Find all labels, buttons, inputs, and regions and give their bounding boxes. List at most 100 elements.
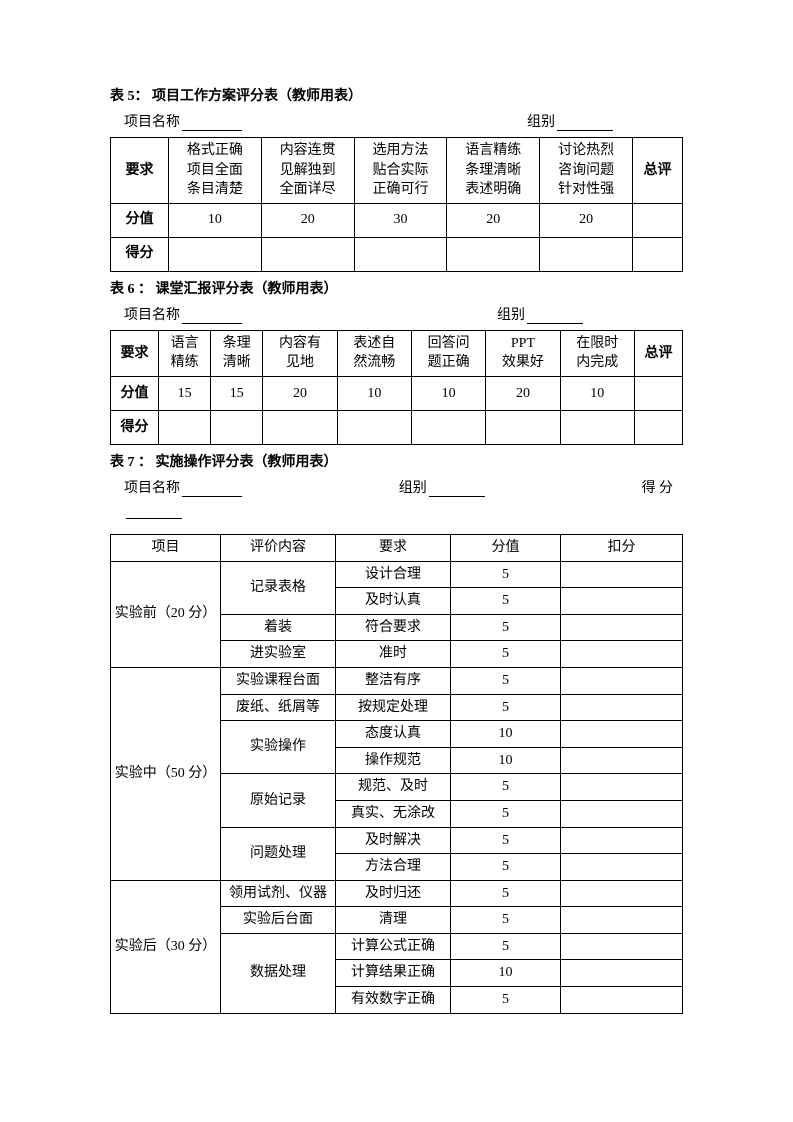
t7-val: 10 [451, 747, 561, 774]
t5-group-blank [557, 115, 613, 131]
t7-project-label: 项目名称 [124, 477, 180, 497]
t7-val: 5 [451, 933, 561, 960]
t7-val: 5 [451, 907, 561, 934]
t7-score-end-label: 得 分 [642, 477, 674, 497]
t6-s4: 10 [411, 376, 485, 410]
t5-score2: 30 [354, 203, 447, 237]
t7-deduct [561, 588, 683, 615]
t7-val: 5 [451, 880, 561, 907]
t5-col4: 讨论热烈咨询问题针对性强 [540, 138, 633, 204]
t7-req: 计算结果正确 [336, 960, 451, 987]
t7-deduct [561, 960, 683, 987]
t5-got4 [540, 237, 633, 271]
t6-s3: 10 [337, 376, 411, 410]
t6-col1: 条理清晰 [211, 330, 263, 376]
t6-req-header: 要求 [111, 330, 159, 376]
t7-val: 5 [451, 827, 561, 854]
t7-req: 规范、及时 [336, 774, 451, 801]
t7-deduct [561, 747, 683, 774]
t7-group-blank [429, 481, 485, 497]
t7-deduct [561, 907, 683, 934]
t6-col5: PPT效果好 [486, 330, 560, 376]
t7-req: 方法合理 [336, 854, 451, 881]
t7-deduct [561, 614, 683, 641]
t6-group-label: 组别 [497, 304, 525, 324]
t5-group-label: 组别 [527, 111, 555, 131]
t7-req: 整洁有序 [336, 667, 451, 694]
t7-req: 及时归还 [336, 880, 451, 907]
t7-val: 5 [451, 667, 561, 694]
t7-item-2-1: 实验后台面 [221, 907, 336, 934]
t6-project-blank [182, 308, 242, 324]
t6-s1: 15 [211, 376, 263, 410]
t7-req: 清理 [336, 907, 451, 934]
t7-req: 计算公式正确 [336, 933, 451, 960]
t5-got3 [447, 237, 540, 271]
t7-section-2: 实验后（30 分） [111, 880, 221, 1013]
t7-project-blank [182, 481, 242, 497]
t7-section-0: 实验前（20 分） [111, 561, 221, 667]
table7: 项目评价内容要求分值扣分实验前（20 分）记录表格设计合理5及时认真5着装符合要… [110, 534, 683, 1014]
t7-deduct [561, 854, 683, 881]
t5-score1: 20 [261, 203, 354, 237]
t5-got2 [354, 237, 447, 271]
t7-req: 及时认真 [336, 588, 451, 615]
t6-project-label: 项目名称 [124, 304, 180, 324]
t7-header-4: 扣分 [561, 534, 683, 561]
t6-total-header: 总评 [635, 330, 683, 376]
table6-title: 表 6 ： 课堂汇报评分表（教师用表） [110, 278, 683, 298]
t7-val: 5 [451, 774, 561, 801]
t7-req: 操作规范 [336, 747, 451, 774]
t6-col2: 内容有见地 [263, 330, 337, 376]
t6-col3: 表述自然流畅 [337, 330, 411, 376]
table5-title: 表 5： 项目工作方案评分表（教师用表） [110, 85, 683, 105]
t7-item-1-4: 问题处理 [221, 827, 336, 880]
t7-req: 按规定处理 [336, 694, 451, 721]
t7-req: 真实、无涂改 [336, 800, 451, 827]
table5-form-line: 项目名称 组别 [110, 111, 683, 131]
t7-header-3: 分值 [451, 534, 561, 561]
t7-item-1-0: 实验课程台面 [221, 667, 336, 694]
t5-score4: 20 [540, 203, 633, 237]
t7-deduct [561, 880, 683, 907]
t6-s6: 10 [560, 376, 634, 410]
table5: 要求 格式正确项目全面条目清楚 内容连贯见解独到全面详尽 选用方法贴合实际正确可… [110, 137, 683, 272]
t7-val: 5 [451, 561, 561, 588]
t5-project-blank [182, 115, 242, 131]
t7-val: 5 [451, 987, 561, 1014]
t6-total-cell [635, 376, 683, 410]
t7-section-1: 实验中（50 分） [111, 667, 221, 880]
t7-val: 10 [451, 960, 561, 987]
t7-deduct [561, 721, 683, 748]
table7-form-line: 项目名称 组别 得 分 [110, 477, 683, 497]
t5-score-label: 分值 [111, 203, 169, 237]
t5-project-label: 项目名称 [124, 111, 180, 131]
t5-col0: 格式正确项目全面条目清楚 [169, 138, 262, 204]
t7-item-0-2: 进实验室 [221, 641, 336, 668]
t7-req: 态度认真 [336, 721, 451, 748]
t7-val: 5 [451, 800, 561, 827]
t6-group-blank [527, 308, 583, 324]
t5-score0: 10 [169, 203, 262, 237]
t7-item-1-1: 废纸、纸屑等 [221, 694, 336, 721]
table6-form-line: 项目名称 组别 [110, 304, 683, 324]
t6-got-label: 得分 [111, 410, 159, 444]
t7-deduct [561, 800, 683, 827]
t7-val: 5 [451, 854, 561, 881]
t6-score-label: 分值 [111, 376, 159, 410]
t7-val: 10 [451, 721, 561, 748]
t7-header-1: 评价内容 [221, 534, 336, 561]
t7-req: 设计合理 [336, 561, 451, 588]
t5-got0 [169, 237, 262, 271]
t7-item-2-0: 领用试剂、仪器 [221, 880, 336, 907]
t7-val: 5 [451, 694, 561, 721]
t7-deduct [561, 694, 683, 721]
t7-item-2-2: 数据处理 [221, 933, 336, 1013]
t6-s5: 20 [486, 376, 560, 410]
t7-val: 5 [451, 588, 561, 615]
t7-deduct [561, 774, 683, 801]
t5-got1 [261, 237, 354, 271]
t7-req: 及时解决 [336, 827, 451, 854]
t7-deduct [561, 641, 683, 668]
t7-req: 符合要求 [336, 614, 451, 641]
